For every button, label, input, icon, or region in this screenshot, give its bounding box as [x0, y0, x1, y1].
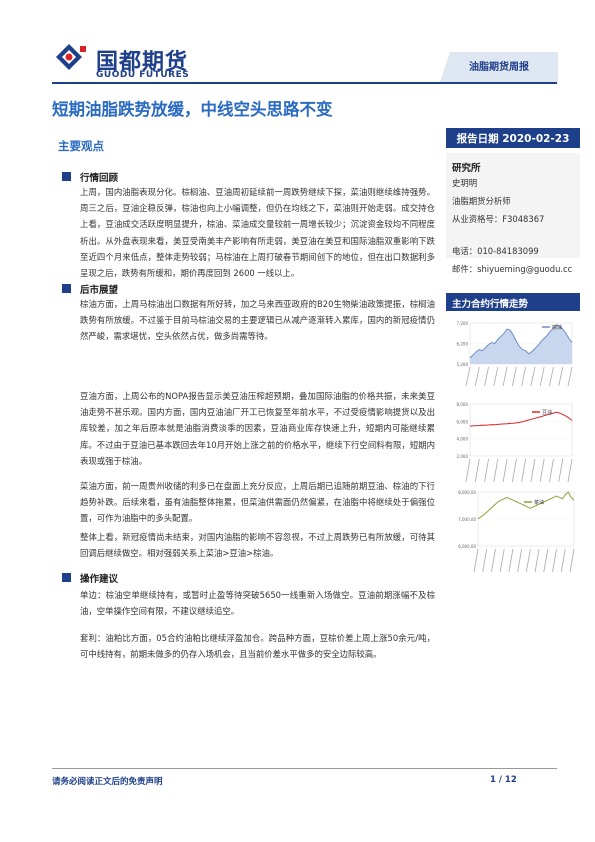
x-tick-mark — [465, 458, 471, 483]
analyst-phone: 电话：010-84183099 — [452, 246, 539, 256]
charts-heading: 主力合约行情走势 — [452, 299, 529, 310]
x-tick-mark — [473, 548, 479, 573]
x-tick-mark — [549, 366, 554, 387]
x-tick-mark — [543, 548, 549, 573]
x-tick-mark — [567, 458, 573, 483]
series-area — [470, 325, 572, 364]
x-tick-mark — [552, 548, 557, 573]
paragraph: 整体上看，新冠疫情尚未结束，对国内油脂的影响不容忽视，不过上周跌势已有所放缓，可… — [80, 532, 435, 559]
paragraph: 上周，国内油脂表现分化。棕榈油、豆油周初延续前一周跌势继续下探，菜油则继续维持强… — [80, 187, 435, 279]
y-tick-label: 8,000 — [457, 402, 469, 407]
y-tick-label: 7,000.00 — [458, 517, 476, 522]
legend-label: 棕油 — [552, 324, 562, 331]
x-tick-mark — [502, 458, 508, 483]
rapeseed-oil-chart: 6,000.00 7,000.00 8,000.00 菜油 — [458, 490, 575, 573]
disclaimer-link[interactable]: 请务必阅读正文后的免责声明 — [52, 777, 163, 787]
section-bullet-icon — [62, 284, 71, 293]
x-tick-mark — [530, 366, 536, 387]
series-line — [469, 324, 573, 359]
x-tick-mark — [474, 458, 480, 483]
logo-english-name: GUODU FUTURES — [96, 70, 190, 80]
x-tick-mark — [508, 548, 514, 573]
legend-label: 豆油 — [542, 409, 552, 416]
page-number: 1 / 12 — [490, 775, 517, 785]
section-bullet-icon — [62, 573, 71, 582]
x-tick-mark — [465, 366, 471, 387]
x-tick-mark — [567, 366, 573, 387]
x-tick-mark — [493, 366, 499, 387]
page-title: 短期油脂跌势放缓，中线空头思路不变 — [52, 100, 333, 119]
x-tick-mark — [525, 548, 531, 573]
palm-oil-chart: 5,200 6,200 7,200 棕油 — [457, 321, 573, 387]
soybean-oil-chart: 2,000 4,000 6,000 8,000 豆油 — [457, 402, 573, 483]
x-tick-mark — [549, 458, 554, 483]
paragraph: 棕油方面，上周马棕油出口数据有所好转，加之马来西亚政府的B20生物柴油政策提振，… — [80, 299, 435, 342]
key-points-heading: 主要观点 — [58, 139, 104, 153]
y-tick-label: 4,000 — [457, 437, 469, 442]
paragraph: 菜油方面，前一周贵州收储的利多已在盘面上充分反应，上周后期已追随前期豆油、棕油的… — [80, 481, 435, 524]
analyst-name: 史玥明 — [452, 178, 478, 188]
section-heading: 行情回顾 — [80, 173, 119, 184]
report-type-tab — [440, 52, 558, 82]
legend-label: 菜油 — [534, 499, 544, 506]
x-tick-mark — [493, 458, 499, 483]
research-info-box — [446, 153, 580, 258]
y-tick-label: 6,000.00 — [458, 544, 476, 549]
paragraph: 单边：棕油空单继续持有，或暂时止盈等待突破5650一线重新入场做空。豆油前期涨幅… — [80, 590, 435, 617]
x-tick-mark — [511, 458, 517, 483]
x-tick-mark — [521, 458, 527, 483]
x-tick-mark — [539, 458, 545, 483]
logo-chinese-name: 国都期货 — [96, 50, 189, 75]
section-bullet-icon — [62, 172, 71, 181]
analyst-email: 邮件：shiyueming@guodu.cc — [452, 264, 573, 274]
footer-divider — [52, 768, 557, 769]
x-tick-mark — [482, 548, 488, 573]
x-tick-mark — [484, 458, 489, 483]
y-tick-label: 7,200 — [457, 321, 469, 326]
x-tick-mark — [539, 366, 545, 387]
analyst-license: 从业资格号：F3048367 — [452, 214, 545, 224]
x-tick-mark — [530, 458, 536, 483]
x-tick-mark — [569, 548, 575, 573]
series-line — [469, 411, 573, 427]
x-tick-mark — [558, 366, 564, 387]
section-heading: 后市展望 — [80, 285, 119, 296]
x-tick-mark — [511, 366, 517, 387]
series-line — [477, 491, 575, 520]
x-tick-mark — [484, 366, 489, 387]
y-tick-label: 5,200 — [457, 362, 469, 367]
header-divider — [52, 82, 557, 84]
paragraph: 豆油方面，上周公布的NOPA报告显示美豆油压榨超预期，叠加国际油脂的价格共振，未… — [80, 391, 435, 466]
section-heading: 操作建议 — [80, 574, 119, 585]
charts-heading-bar — [446, 293, 580, 311]
y-tick-label: 6,000 — [457, 419, 469, 424]
report-date: 报告日期 2020-02-23 — [456, 133, 570, 145]
y-tick-label: 6,200 — [457, 342, 469, 347]
x-tick-mark — [517, 548, 523, 573]
report-type: 油脂期货周报 — [469, 62, 529, 73]
analyst-role: 油脂期货分析师 — [452, 196, 511, 206]
x-tick-mark — [521, 366, 527, 387]
paragraph: 套利：油粕比方面，05合约油粕比继续浮盈加仓。跨品种方面，豆棕价差上周上涨50余… — [80, 633, 435, 660]
x-tick-mark — [560, 548, 566, 573]
x-tick-mark — [474, 366, 480, 387]
y-tick-label: 2,000 — [457, 454, 469, 459]
logo-icon — [56, 44, 86, 70]
x-tick-mark — [502, 366, 508, 387]
x-tick-mark — [499, 548, 505, 573]
report-date-bar — [446, 128, 580, 148]
research-heading: 研究所 — [452, 163, 481, 174]
x-tick-mark — [534, 548, 540, 573]
x-tick-mark — [491, 548, 496, 573]
x-tick-mark — [558, 458, 564, 483]
y-tick-label: 8,000.00 — [458, 490, 476, 495]
